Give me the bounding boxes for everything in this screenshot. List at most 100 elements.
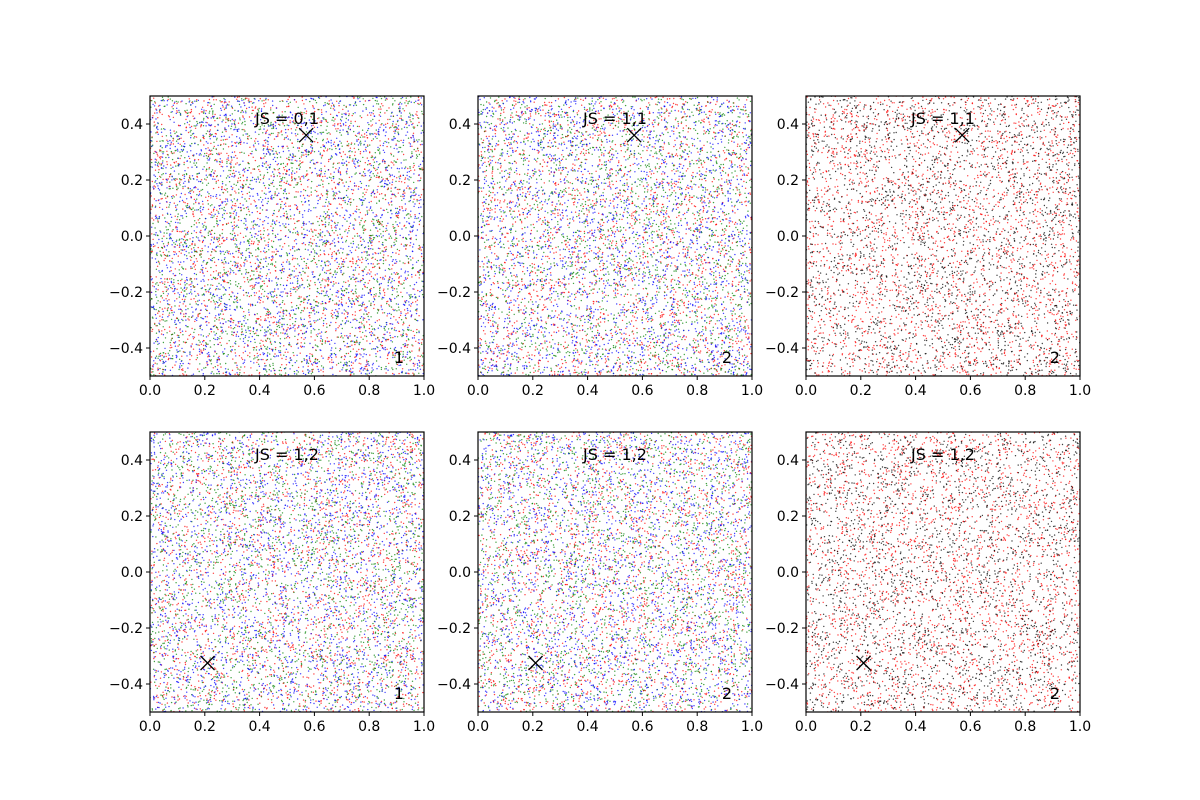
scatter-point	[209, 153, 211, 155]
scatter-point	[190, 355, 193, 357]
scatter-point	[330, 312, 332, 315]
scatter-point	[202, 318, 205, 320]
scatter-point	[159, 182, 161, 184]
scatter-point	[361, 217, 363, 220]
scatter-point	[394, 354, 396, 357]
scatter-point	[256, 369, 258, 371]
scatter-point	[203, 117, 205, 120]
scatter-point	[416, 331, 418, 334]
scatter-point	[232, 301, 235, 303]
scatter-point	[379, 144, 381, 147]
scatter-point	[189, 238, 191, 240]
scatter-point	[234, 190, 236, 192]
scatter-point	[401, 199, 403, 201]
scatter-point	[258, 275, 260, 277]
scatter-point	[324, 165, 326, 167]
scatter-point	[338, 162, 340, 164]
scatter-point	[150, 195, 152, 197]
scatter-point	[385, 225, 388, 227]
scatter-point	[391, 367, 393, 369]
scatter-point	[381, 250, 383, 252]
scatter-point	[193, 137, 195, 139]
scatter-point	[337, 222, 339, 224]
scatter-point	[220, 101, 222, 103]
scatter-point	[170, 318, 173, 321]
scatter-point	[201, 329, 203, 331]
scatter-point	[326, 132, 328, 135]
scatter-point	[155, 355, 158, 357]
scatter-point	[347, 266, 349, 268]
scatter-point	[202, 335, 205, 337]
scatter-point	[369, 354, 371, 356]
scatter-point	[180, 231, 183, 233]
scatter-point	[387, 138, 390, 140]
scatter-point	[216, 117, 218, 120]
scatter-point	[241, 273, 243, 275]
scatter-point	[174, 179, 176, 182]
scatter-point	[416, 200, 418, 202]
scatter-point	[258, 241, 260, 243]
scatter-point	[284, 372, 287, 374]
scatter-point	[258, 358, 260, 361]
scatter-point	[301, 300, 303, 303]
scatter-point	[373, 294, 375, 296]
scatter-point	[388, 312, 391, 315]
scatter-point	[181, 355, 183, 357]
scatter-point	[154, 124, 156, 126]
scatter-point	[336, 193, 338, 195]
scatter-point	[351, 114, 353, 117]
scatter-point	[418, 220, 421, 223]
scatter-point	[413, 101, 415, 104]
scatter-point	[154, 323, 156, 325]
scatter-point	[194, 158, 196, 161]
scatter-point	[328, 208, 330, 211]
scatter-point	[308, 150, 310, 153]
scatter-point	[173, 281, 175, 284]
scatter-point	[375, 295, 377, 297]
scatter-point	[408, 294, 410, 296]
scatter-point	[319, 340, 322, 342]
scatter-point	[390, 190, 392, 192]
scatter-point	[324, 175, 326, 177]
scatter-point	[335, 147, 337, 150]
scatter-point	[346, 253, 348, 255]
scatter-point	[166, 332, 168, 334]
scatter-point	[378, 262, 380, 265]
scatter-point	[188, 252, 190, 254]
scatter-point	[267, 292, 269, 295]
scatter-point	[254, 357, 256, 359]
scatter-point	[249, 183, 251, 186]
scatter-point	[378, 319, 380, 321]
scatter-point	[219, 243, 221, 246]
scatter-point	[410, 121, 412, 123]
scatter-point	[278, 324, 280, 327]
scatter-point	[369, 238, 371, 240]
scatter-point	[399, 117, 401, 120]
scatter-point	[285, 193, 288, 195]
scatter-point	[327, 283, 329, 286]
scatter-point	[323, 253, 325, 255]
scatter-point	[184, 241, 186, 243]
scatter-point	[316, 216, 318, 218]
scatter-point	[408, 217, 410, 219]
scatter-point	[324, 264, 326, 266]
scatter-point	[380, 368, 383, 371]
scatter-point	[349, 350, 352, 353]
scatter-point	[334, 195, 336, 197]
scatter-point	[210, 363, 213, 365]
scatter-point	[407, 137, 410, 139]
scatter-point	[346, 316, 349, 318]
scatter-point	[358, 273, 360, 275]
scatter-point	[287, 276, 289, 279]
scatter-point	[389, 268, 391, 271]
scatter-point	[151, 100, 153, 102]
scatter-point	[187, 179, 190, 181]
scatter-point	[262, 266, 265, 268]
scatter-point	[350, 265, 353, 268]
scatter-point	[244, 130, 246, 132]
scatter-point	[263, 148, 265, 150]
scatter-point	[173, 251, 175, 253]
scatter-point	[232, 334, 234, 337]
scatter-point	[362, 356, 364, 358]
scatter-point	[381, 224, 383, 226]
